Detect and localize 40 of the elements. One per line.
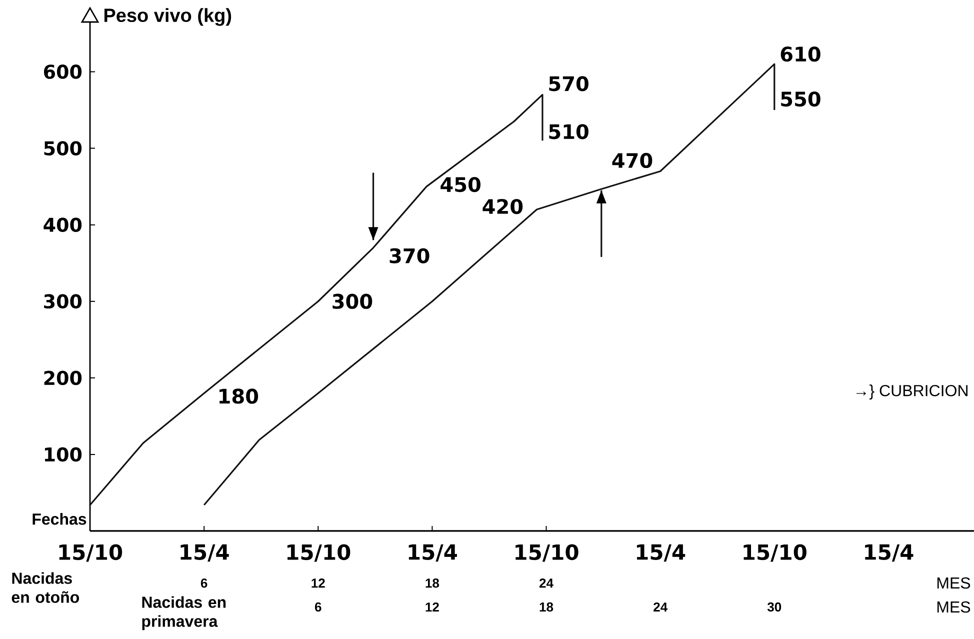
annotation: 610 bbox=[780, 46, 820, 62]
annotation: 420 bbox=[482, 198, 523, 214]
text: 15/10 bbox=[516, 544, 578, 562]
text: MES bbox=[937, 577, 970, 589]
x2-tick-label: 18 bbox=[540, 602, 554, 612]
annotation: 550 bbox=[781, 91, 820, 107]
y-tick-label: 200 bbox=[44, 370, 82, 386]
x-tick-label: 18 bbox=[426, 578, 440, 588]
x-axis-title: Nacidas en otoño bbox=[12, 572, 80, 603]
annotation: 180 bbox=[220, 388, 258, 404]
x2-tick-label: 6 bbox=[314, 602, 322, 612]
text: Fechas bbox=[32, 513, 86, 525]
annotation: 470 bbox=[612, 152, 652, 168]
text: MES bbox=[937, 601, 970, 613]
text: 15/10 bbox=[59, 544, 122, 562]
x2-tick-label: 30 bbox=[767, 602, 782, 612]
y-tick-label: 100 bbox=[44, 447, 82, 462]
text: 15/4 bbox=[180, 544, 229, 562]
x2-tick-label: 12 bbox=[426, 602, 439, 612]
x2-axis-title: Nacidas en primavera bbox=[142, 596, 226, 630]
y-axis-title: Peso vivo (kg) bbox=[104, 8, 232, 26]
annotation: 300 bbox=[332, 294, 372, 309]
y-tick-label: 500 bbox=[44, 141, 82, 156]
annotation: 450 bbox=[440, 176, 480, 192]
y-tick-label: 600 bbox=[44, 64, 82, 79]
x-tick-label: 6 bbox=[200, 578, 208, 588]
annotation: →} CUBRICION bbox=[856, 384, 968, 400]
y-tick-label: 300 bbox=[44, 294, 82, 309]
annotation: 370 bbox=[390, 248, 430, 264]
x-tick-label: 12 bbox=[312, 578, 325, 588]
text: 15/10 bbox=[287, 544, 350, 562]
text: 15/4 bbox=[865, 544, 914, 562]
x-tick-label: 24 bbox=[539, 578, 554, 588]
text: 15/4 bbox=[408, 544, 457, 562]
annotation: 570 bbox=[549, 76, 588, 92]
text: 15/4 bbox=[636, 544, 686, 562]
text: 15/10 bbox=[744, 544, 806, 562]
x2-tick-label: 24 bbox=[654, 602, 668, 612]
y-tick-label: 400 bbox=[44, 218, 82, 232]
annotation: 510 bbox=[549, 124, 588, 140]
